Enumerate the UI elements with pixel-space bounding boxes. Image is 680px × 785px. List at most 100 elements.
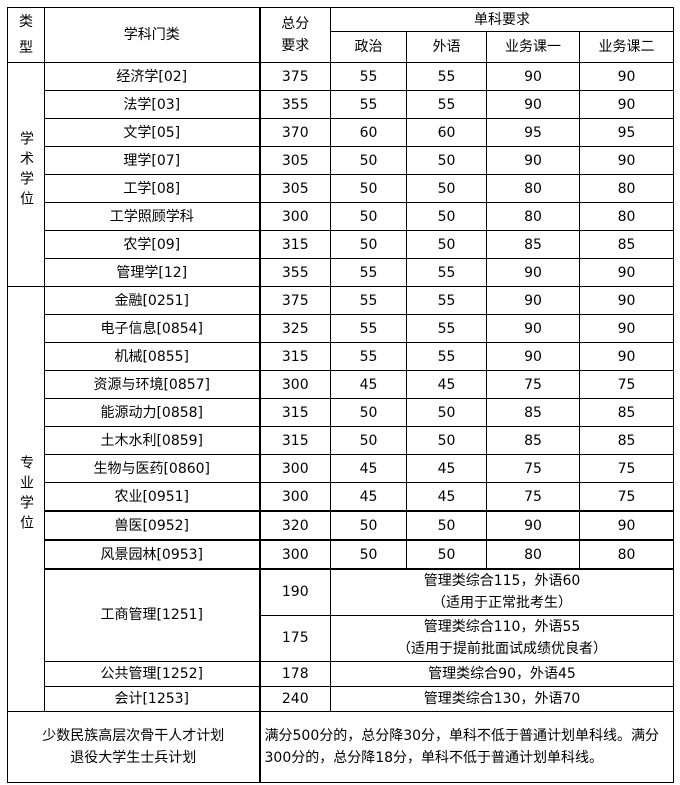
subject-cell: 农学[09] — [44, 230, 261, 259]
course1-cell: 90 — [486, 314, 580, 343]
course2-cell: 90 — [579, 314, 674, 343]
course1-cell: 90 — [486, 510, 580, 541]
course2-cell: 90 — [579, 90, 674, 119]
course2-cell: 85 — [579, 426, 674, 455]
politics-cell: 50 — [330, 426, 407, 455]
politics-cell: 50 — [330, 230, 407, 259]
table-row: 农学[09] 315 50 50 85 85 — [8, 230, 674, 259]
foreign-cell: 50 — [406, 202, 487, 231]
total-cell: 315 — [259, 398, 331, 427]
politics-cell: 55 — [330, 286, 407, 315]
subject-cell: 机械[0855] — [44, 342, 261, 371]
header-type: 类型 — [7, 7, 45, 63]
requirement-cell: 管理类综合110，外语55 （适用于提前批面试成绩优良者） — [330, 614, 674, 662]
foreign-cell: 55 — [406, 62, 487, 91]
total-cell: 355 — [259, 90, 331, 119]
course2-cell: 85 — [579, 398, 674, 427]
foreign-cell: 50 — [406, 146, 487, 175]
subject-cell: 工学照顾学科 — [44, 202, 261, 231]
total-cell: 305 — [259, 146, 331, 175]
table-row: 风景园林[0953] 300 50 50 80 80 — [8, 539, 674, 570]
course1-cell: 90 — [486, 146, 580, 175]
total-cell: 300 — [259, 454, 331, 483]
total-cell: 175 — [259, 614, 331, 662]
table-row: 法学[03] 355 55 55 90 90 — [8, 90, 674, 119]
requirement-note: （适用于提前批面试成绩优良者） — [397, 641, 607, 657]
foreign-cell: 50 — [406, 230, 487, 259]
subject-cell: 会计[1253] — [44, 685, 261, 712]
course2-cell: 80 — [579, 174, 674, 203]
special-plans-cell: 少数民族高层次骨干人才计划 退役大学生士兵计划 — [7, 710, 261, 783]
subject-cell: 土木水利[0859] — [44, 426, 261, 455]
table-row: 管理学[12] 355 55 55 90 90 — [8, 258, 674, 287]
politics-cell: 45 — [330, 482, 407, 512]
subject-cell: 兽医[0952] — [44, 510, 261, 541]
header-foreign: 外语 — [406, 31, 487, 63]
politics-cell: 55 — [330, 90, 407, 119]
foreign-cell: 55 — [406, 90, 487, 119]
course2-cell: 75 — [579, 482, 674, 512]
total-cell: 300 — [259, 202, 331, 231]
table-row: 土木水利[0859] 315 50 50 85 85 — [8, 426, 674, 455]
course2-cell: 80 — [579, 202, 674, 231]
total-cell: 370 — [259, 118, 331, 147]
total-cell: 355 — [259, 258, 331, 287]
foreign-cell: 55 — [406, 314, 487, 343]
course2-cell: 90 — [579, 146, 674, 175]
table-row: 电子信息[0854] 325 55 55 90 90 — [8, 314, 674, 343]
total-cell: 315 — [259, 230, 331, 259]
requirement-cell: 管理类综合115，外语60 （适用于正常批考生） — [330, 568, 674, 616]
subject-cell: 经济学[02] — [44, 62, 261, 91]
table-row: 兽医[0952] 320 50 50 90 90 — [8, 510, 674, 541]
subject-cell: 电子信息[0854] — [44, 314, 261, 343]
header-course2: 业务课二 — [579, 31, 674, 63]
table-row: 专业学位 金融[0251] 375 55 55 90 90 — [7, 286, 674, 712]
foreign-cell: 45 — [406, 370, 487, 399]
table-row: 生物与医药[0860] 300 45 45 75 75 — [8, 454, 674, 483]
politics-cell: 50 — [330, 398, 407, 427]
course2-cell: 95 — [579, 118, 674, 147]
politics-cell: 45 — [330, 370, 407, 399]
header-total: 总分 要求 — [259, 7, 331, 63]
requirement-cell: 管理类综合130，外语70 — [330, 685, 674, 712]
subject-cell: 管理学[12] — [44, 258, 261, 287]
course2-cell: 75 — [579, 370, 674, 399]
politics-cell: 50 — [330, 146, 407, 175]
course2-cell: 90 — [579, 510, 674, 541]
table-row: 工学[08] 305 50 50 80 80 — [8, 174, 674, 203]
table-row: 会计[1253] 240 管理类综合130，外语70 — [8, 685, 674, 712]
footer-row: 少数民族高层次骨干人才计划 退役大学生士兵计划 满分500分的，总分降30分，单科不… — [7, 710, 674, 783]
total-cell: 305 — [259, 174, 331, 203]
header-single: 单科要求 — [330, 7, 674, 32]
subject-cell: 金融[0251] — [44, 286, 261, 315]
politics-cell: 50 — [330, 174, 407, 203]
politics-cell: 45 — [330, 454, 407, 483]
subject-cell: 公共管理[1252] — [44, 660, 261, 687]
foreign-cell: 45 — [406, 482, 487, 512]
politics-cell: 55 — [330, 258, 407, 287]
politics-cell: 50 — [330, 202, 407, 231]
type-cell: 专业学位 — [7, 286, 45, 712]
course1-cell: 80 — [486, 202, 580, 231]
subject-cell: 农业[0951] — [44, 482, 261, 512]
requirement-text: 管理类综合110，外语55 — [423, 619, 581, 635]
table-row: 农业[0951] 300 45 45 75 75 — [8, 482, 674, 512]
politics-cell: 60 — [330, 118, 407, 147]
total-cell: 315 — [259, 426, 331, 455]
requirement-note: （适用于正常批考生） — [432, 595, 572, 612]
type-label: 学术学位 — [18, 131, 34, 211]
foreign-cell: 55 — [406, 342, 487, 371]
total-cell: 178 — [259, 660, 331, 687]
table-row: 学术学位 经济学[02] 375 55 55 90 90 — [7, 62, 674, 287]
table-row: 资源与环境[0857] 300 45 45 75 75 — [8, 370, 674, 399]
foreign-cell: 50 — [406, 174, 487, 203]
politics-cell: 50 — [330, 510, 407, 541]
foreign-cell: 50 — [406, 398, 487, 427]
total-cell: 375 — [259, 286, 331, 315]
total-cell: 300 — [259, 539, 331, 570]
total-cell: 325 — [259, 314, 331, 343]
foreign-cell: 55 — [406, 286, 487, 315]
total-cell: 300 — [259, 370, 331, 399]
politics-cell: 50 — [330, 539, 407, 570]
table-row: 理学[07] 305 50 50 90 90 — [8, 146, 674, 175]
